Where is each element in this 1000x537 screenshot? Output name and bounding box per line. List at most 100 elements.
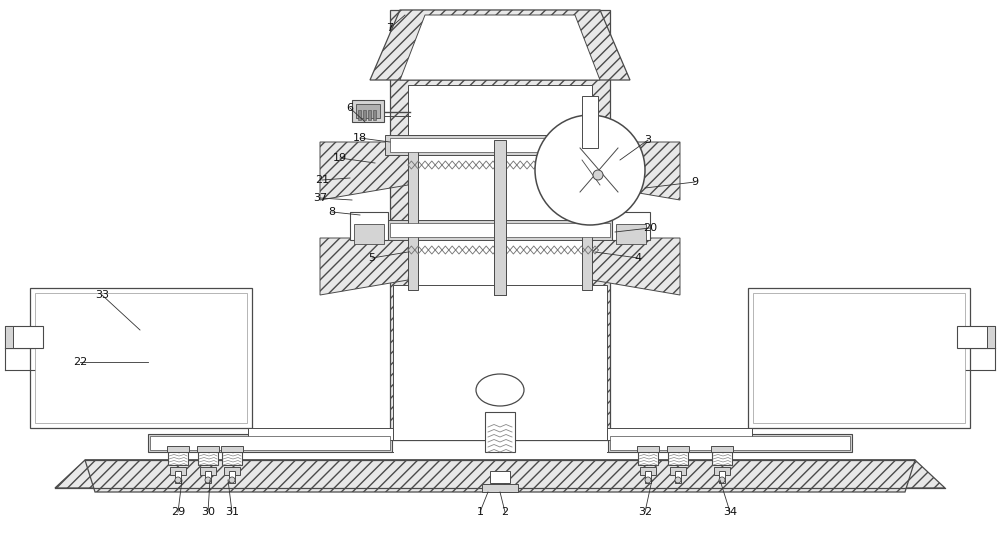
Bar (248, 428, 393, 440)
Bar (637, 446, 659, 452)
Text: 19: 19 (333, 153, 347, 163)
Text: 7: 7 (386, 23, 394, 33)
Bar (30, 288, 252, 428)
Polygon shape (390, 10, 610, 440)
Bar (5, 326, 13, 348)
Bar (393, 285, 607, 440)
Bar (222, 447, 242, 465)
Bar (582, 150, 592, 290)
Bar (167, 446, 189, 452)
Bar (616, 224, 646, 244)
Bar (607, 428, 752, 440)
Bar (35, 293, 247, 423)
Circle shape (675, 477, 681, 483)
Bar (385, 220, 615, 240)
Bar (221, 446, 243, 452)
Bar (612, 212, 650, 240)
Bar (229, 471, 235, 483)
Ellipse shape (476, 374, 524, 406)
Text: 31: 31 (225, 507, 239, 517)
Bar (675, 471, 681, 483)
Bar (150, 436, 390, 450)
Text: 33: 33 (95, 290, 109, 300)
Bar (712, 447, 732, 465)
Polygon shape (55, 460, 945, 488)
Polygon shape (85, 460, 915, 492)
Bar (385, 135, 615, 155)
Bar (363, 110, 366, 120)
Bar (711, 446, 733, 452)
Text: 5: 5 (368, 253, 376, 263)
Bar (719, 471, 725, 483)
Circle shape (535, 115, 645, 225)
Circle shape (719, 477, 725, 483)
Bar (356, 104, 380, 118)
Bar (390, 138, 610, 152)
Bar (753, 293, 965, 423)
Bar (668, 447, 688, 465)
Bar (358, 110, 361, 120)
Bar (168, 447, 188, 465)
Bar (170, 467, 186, 475)
Text: 37: 37 (313, 193, 327, 203)
Bar (748, 288, 970, 428)
Text: 18: 18 (353, 133, 367, 143)
Bar (494, 140, 506, 295)
Bar (667, 446, 689, 452)
Circle shape (593, 170, 603, 180)
Circle shape (645, 477, 651, 483)
Polygon shape (592, 238, 680, 295)
Bar (670, 467, 686, 475)
Bar (490, 471, 510, 483)
Text: 1: 1 (477, 507, 484, 517)
Text: 34: 34 (723, 507, 737, 517)
Bar (390, 223, 610, 237)
Text: 29: 29 (171, 507, 185, 517)
Bar (350, 212, 388, 240)
Bar (5, 326, 43, 348)
Bar (354, 224, 384, 244)
Bar (987, 326, 995, 348)
Circle shape (175, 477, 181, 483)
Text: 32: 32 (638, 507, 652, 517)
Polygon shape (592, 142, 680, 200)
Bar (200, 467, 216, 475)
Text: 20: 20 (643, 223, 657, 233)
Bar (368, 110, 371, 120)
Polygon shape (320, 142, 413, 200)
Bar (197, 446, 219, 452)
Bar (352, 100, 384, 122)
Bar (408, 150, 418, 290)
Bar (645, 471, 651, 483)
Bar (482, 484, 518, 492)
Circle shape (205, 477, 211, 483)
Bar (582, 96, 598, 148)
Polygon shape (400, 15, 600, 80)
Polygon shape (320, 238, 413, 295)
Bar (175, 471, 181, 483)
Bar (610, 436, 850, 450)
Bar (224, 467, 240, 475)
Bar (373, 110, 376, 120)
Bar (608, 434, 852, 452)
Circle shape (229, 477, 235, 483)
Polygon shape (370, 10, 630, 80)
Bar (957, 326, 995, 348)
Bar (638, 447, 658, 465)
Bar (198, 447, 218, 465)
Text: 3: 3 (644, 135, 652, 145)
Bar (485, 412, 515, 452)
Text: 6: 6 (347, 103, 354, 113)
Text: 4: 4 (634, 253, 642, 263)
Text: 21: 21 (315, 175, 329, 185)
Bar (148, 434, 392, 452)
Text: 30: 30 (201, 507, 215, 517)
Text: 9: 9 (691, 177, 699, 187)
Text: 8: 8 (328, 207, 336, 217)
Text: 2: 2 (501, 507, 509, 517)
Text: 22: 22 (73, 357, 87, 367)
Bar (640, 467, 656, 475)
Bar (714, 467, 730, 475)
Bar (205, 471, 211, 483)
Bar (408, 85, 592, 290)
